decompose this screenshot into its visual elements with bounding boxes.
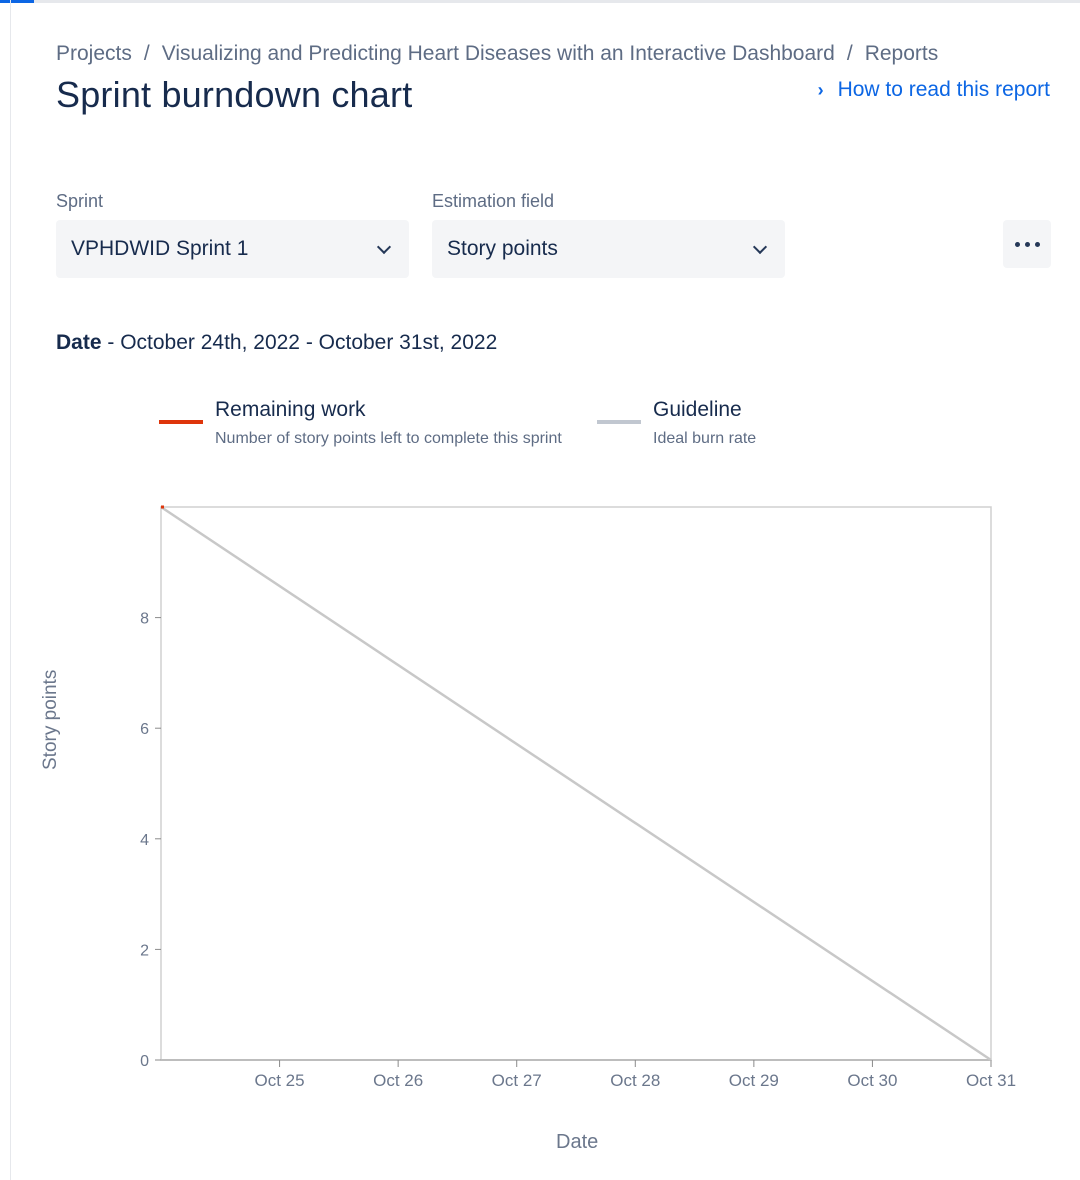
series-guideline-line (160, 505, 992, 1062)
x-tick-label: Oct 27 (492, 1071, 542, 1090)
x-tick-label: Oct 25 (255, 1071, 305, 1090)
legend-title: Remaining work (215, 398, 366, 421)
more-horizontal-icon (1034, 241, 1040, 247)
legend-swatch-guideline (597, 420, 641, 424)
top-border (0, 0, 1080, 3)
y-axis-title: Story points (40, 669, 61, 770)
estimation-field-select[interactable]: Story points (432, 220, 785, 278)
legend-subtitle: Ideal burn rate (653, 430, 757, 447)
legend-swatch-remaining (159, 420, 203, 424)
y-tick-label: 2 (140, 942, 149, 959)
x-axis-title: Date (556, 1131, 599, 1153)
sprint-select-value: VPHDWID Sprint 1 (71, 237, 249, 260)
chevron-right-icon: › (817, 79, 824, 100)
burndown-chart: 0 2 4 6 8 Oct 25 Oct 26 Oct 27 Oct 28 Oct 29 Oct 3… (140, 505, 1016, 1090)
estimation-field-value: Story points (447, 237, 558, 260)
breadcrumb-reports[interactable]: Reports (864, 42, 939, 65)
breadcrumb-project[interactable]: Visualizing and Predicting Heart Disease… (161, 42, 835, 65)
y-tick-label: 0 (140, 1053, 149, 1070)
x-tick-label: Oct 30 (847, 1071, 897, 1090)
y-tick-label: 8 (140, 611, 149, 628)
estimation-field-label: Estimation field (432, 191, 555, 211)
how-to-read-link[interactable]: › How to read this report (818, 78, 1050, 102)
x-tick-label: Oct 29 (729, 1071, 779, 1090)
x-tick-label: Oct 28 (610, 1071, 660, 1090)
y-tick-label: 4 (140, 832, 149, 849)
x-tick-label: Oct 31 (966, 1071, 1016, 1090)
top-accent-bar (0, 0, 34, 3)
more-horizontal-icon (1014, 241, 1020, 247)
date-range-value: - October 24th, 2022 - October 31st, 202… (101, 331, 498, 354)
legend-subtitle: Number of story points left to complete … (215, 430, 562, 447)
date-range: Date - October 24th, 2022 - October 31st… (56, 331, 497, 355)
more-actions-button[interactable] (1003, 220, 1051, 268)
how-to-read-label: How to read this report (837, 78, 1050, 101)
sprint-select[interactable]: VPHDWID Sprint 1 (56, 220, 409, 278)
breadcrumb-separator: / (143, 42, 150, 65)
breadcrumb: Projects / Visualizing and Predicting Hear… (56, 42, 938, 66)
chevron-down-icon (376, 239, 392, 254)
page-title: Sprint burndown chart (56, 74, 413, 115)
legend-title: Guideline (653, 398, 742, 421)
x-tick-label: Oct 26 (373, 1071, 423, 1090)
left-border (10, 0, 11, 1180)
sprint-label: Sprint (56, 191, 104, 211)
chevron-down-icon (752, 239, 768, 254)
date-range-label: Date (56, 331, 102, 354)
more-horizontal-icon (1024, 241, 1030, 247)
breadcrumb-projects[interactable]: Projects (56, 42, 132, 65)
breadcrumb-separator: / (846, 42, 853, 65)
y-tick-label: 6 (140, 721, 149, 738)
